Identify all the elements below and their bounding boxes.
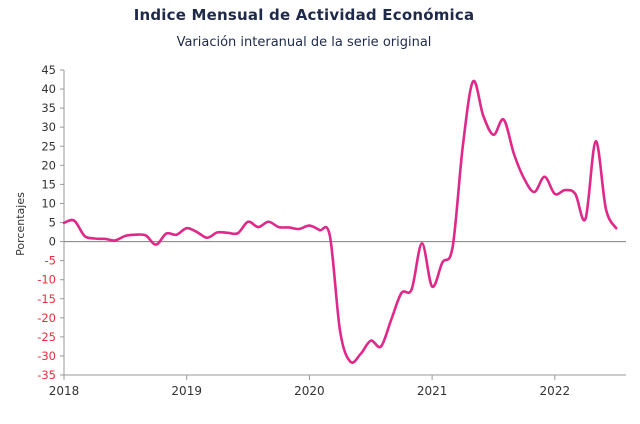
- data-point: [400, 292, 402, 294]
- data-point: [584, 217, 586, 219]
- data-point: [83, 235, 85, 237]
- data-point: [288, 226, 290, 228]
- data-point: [155, 243, 157, 245]
- chart-subtitle: Variación interanual de la serie origina…: [176, 35, 432, 50]
- x-tick-label: 2018: [49, 384, 80, 398]
- data-point: [595, 140, 597, 142]
- data-point: [380, 345, 382, 347]
- x-tick-label: 2021: [417, 384, 448, 398]
- data-point: [370, 339, 372, 341]
- data-point: [390, 319, 392, 321]
- data-point: [216, 231, 218, 233]
- data-point: [175, 234, 177, 236]
- y-tick-label: -25: [37, 330, 56, 344]
- y-tick-label: -30: [37, 349, 56, 363]
- chart-title: Indice Mensual de Actividad Económica: [133, 6, 475, 24]
- data-point: [605, 208, 607, 210]
- x-tick-label: 2020: [294, 384, 325, 398]
- data-point: [462, 145, 464, 147]
- y-tick-label: 10: [41, 196, 56, 210]
- y-tick-label: 35: [41, 101, 56, 115]
- y-tick-label: 40: [41, 82, 56, 96]
- data-point: [574, 193, 576, 195]
- data-point: [329, 235, 331, 237]
- data-point: [431, 285, 433, 287]
- data-point: [206, 237, 208, 239]
- data-point: [298, 228, 300, 230]
- data-point: [421, 242, 423, 244]
- data-point: [349, 360, 351, 362]
- data-point: [104, 238, 106, 240]
- data-point: [93, 237, 95, 239]
- data-point: [482, 115, 484, 117]
- data-point: [441, 261, 443, 263]
- x-tick-label: 2019: [171, 384, 202, 398]
- data-point: [564, 189, 566, 191]
- data-point: [543, 176, 545, 178]
- y-tick-label: 30: [41, 120, 56, 134]
- y-tick-label: 45: [41, 63, 56, 77]
- data-point: [237, 232, 239, 234]
- y-tick-label: 20: [41, 158, 56, 172]
- data-point: [513, 153, 515, 155]
- x-tick-label: 2022: [540, 384, 571, 398]
- y-tick-label: 5: [49, 216, 56, 230]
- data-point: [503, 118, 505, 120]
- data-point: [134, 234, 136, 236]
- data-point: [533, 191, 535, 193]
- data-point: [73, 219, 75, 221]
- y-axis-label: Porcentajes: [14, 192, 27, 256]
- data-point: [451, 246, 453, 248]
- data-point: [554, 193, 556, 195]
- data-point: [196, 231, 198, 233]
- y-tick-label: 15: [41, 177, 56, 191]
- data-point: [278, 226, 280, 228]
- data-point: [63, 222, 65, 224]
- y-tick-label: -35: [37, 368, 56, 382]
- data-point: [523, 177, 525, 179]
- data-point: [615, 227, 617, 229]
- data-point: [308, 224, 310, 226]
- data-point: [472, 80, 474, 82]
- data-point: [359, 353, 361, 355]
- data-point: [114, 239, 116, 241]
- data-point: [247, 221, 249, 223]
- data-point: [186, 227, 188, 229]
- y-tick-label: -20: [37, 311, 56, 325]
- data-point: [339, 330, 341, 332]
- data-point: [492, 134, 494, 136]
- y-tick-label: -5: [45, 254, 56, 268]
- data-point: [257, 226, 259, 228]
- series-line-0: [62, 79, 618, 364]
- data-point: [165, 232, 167, 234]
- data-point: [410, 288, 412, 290]
- y-tick-label: -10: [37, 273, 56, 287]
- y-tick-label: -15: [37, 292, 56, 306]
- data-point: [226, 232, 228, 234]
- data-point: [124, 235, 126, 237]
- data-point: [318, 229, 320, 231]
- data-point: [145, 234, 147, 236]
- y-tick-label: 25: [41, 139, 56, 153]
- y-tick-label: 0: [49, 235, 56, 249]
- data-point: [267, 221, 269, 223]
